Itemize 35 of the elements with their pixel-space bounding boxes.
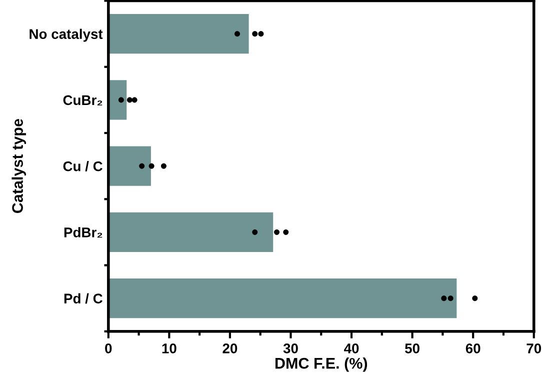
- point: [448, 296, 454, 302]
- point: [274, 229, 280, 235]
- point: [132, 97, 138, 103]
- y-tick-label: Cu / C: [63, 161, 102, 172]
- x-axis-title: DMC F.E. (%): [275, 358, 368, 372]
- y-tick-label: Pd / C: [64, 293, 102, 304]
- x-tick-label: 70: [526, 344, 542, 354]
- bar: [108, 212, 274, 252]
- y-tick-label: CuBr₂: [63, 95, 102, 106]
- x-tick-label: 20: [222, 344, 238, 354]
- x-tick-label: 60: [466, 344, 480, 354]
- y-axis-title: Catalyst type: [12, 119, 26, 213]
- point: [139, 163, 145, 169]
- point: [252, 31, 258, 37]
- point: [252, 229, 258, 235]
- point: [148, 163, 154, 169]
- point: [441, 296, 447, 302]
- point: [160, 163, 166, 169]
- bar: [108, 80, 127, 120]
- bar: [108, 14, 249, 54]
- x-tick-label: 0: [105, 344, 112, 354]
- point: [283, 229, 289, 235]
- bar: [108, 146, 151, 186]
- x-tick-label: 40: [344, 344, 359, 354]
- x-tick-label: 50: [405, 344, 420, 354]
- point: [126, 97, 132, 103]
- y-tick-label: PdBr₂: [64, 227, 102, 238]
- y-tick-label: No catalyst: [30, 28, 103, 42]
- point: [234, 31, 240, 37]
- x-tick-label: 10: [162, 344, 176, 354]
- x-tick-label: 30: [283, 344, 298, 354]
- point: [118, 97, 124, 103]
- point: [472, 296, 478, 302]
- point: [258, 31, 264, 37]
- bar: [108, 278, 457, 318]
